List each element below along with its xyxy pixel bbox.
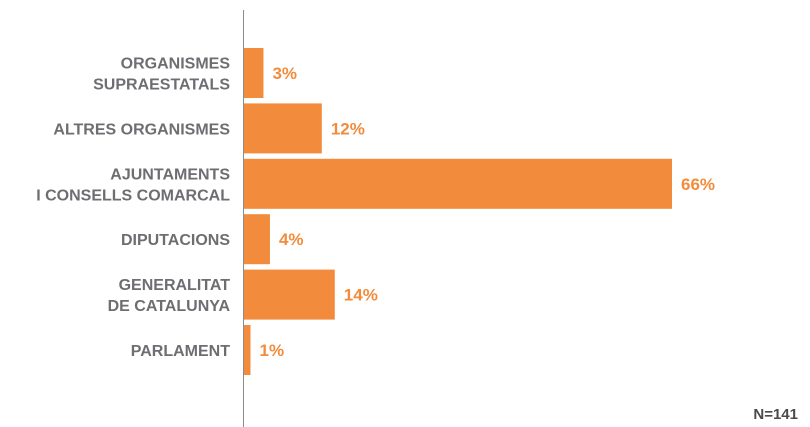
bar-0 xyxy=(244,48,264,98)
value-label-0: 3% xyxy=(272,64,297,83)
value-label-5: 1% xyxy=(259,341,284,360)
category-label-3: DIPUTACIONS xyxy=(121,232,230,249)
sample-size-note: N=141 xyxy=(753,406,798,423)
value-label-2: 66% xyxy=(681,175,715,194)
category-label-5: PARLAMENT xyxy=(131,343,230,360)
category-label-line: AJUNTAMENTS xyxy=(110,166,230,183)
category-label-line: ALTRES ORGANISMES xyxy=(53,121,230,138)
category-label-line: DE CATALUNYA xyxy=(108,298,231,315)
value-labels-group: 3% 12% 66% 4% 14% 1% xyxy=(259,64,715,360)
category-labels-group: ORGANISMES SUPRAESTATALS ALTRES ORGANISMES… xyxy=(36,56,230,361)
bar-4 xyxy=(244,269,335,320)
category-label-line: I CONSELLS COMARCAL xyxy=(36,187,230,204)
category-label-line: PARLAMENT xyxy=(131,343,230,360)
category-label-1: ALTRES ORGANISMES xyxy=(53,121,230,138)
bars-group xyxy=(244,48,672,375)
category-label-line: SUPRAESTATALS xyxy=(93,77,230,94)
bar-1 xyxy=(244,103,322,154)
bar-5 xyxy=(244,325,251,375)
category-label-4: GENERALITAT DE CATALUNYA xyxy=(108,277,231,315)
bar-3 xyxy=(244,214,270,265)
category-label-line: GENERALITAT xyxy=(119,277,231,294)
value-label-3: 4% xyxy=(279,230,304,249)
category-label-line: ORGANISMES xyxy=(121,56,231,73)
category-label-2: AJUNTAMENTS I CONSELLS COMARCAL xyxy=(36,166,230,204)
value-label-4: 14% xyxy=(344,286,378,305)
category-label-0: ORGANISMES SUPRAESTATALS xyxy=(93,56,230,94)
value-label-1: 12% xyxy=(331,119,365,138)
category-label-line: DIPUTACIONS xyxy=(121,232,230,249)
bar-2 xyxy=(244,158,672,209)
